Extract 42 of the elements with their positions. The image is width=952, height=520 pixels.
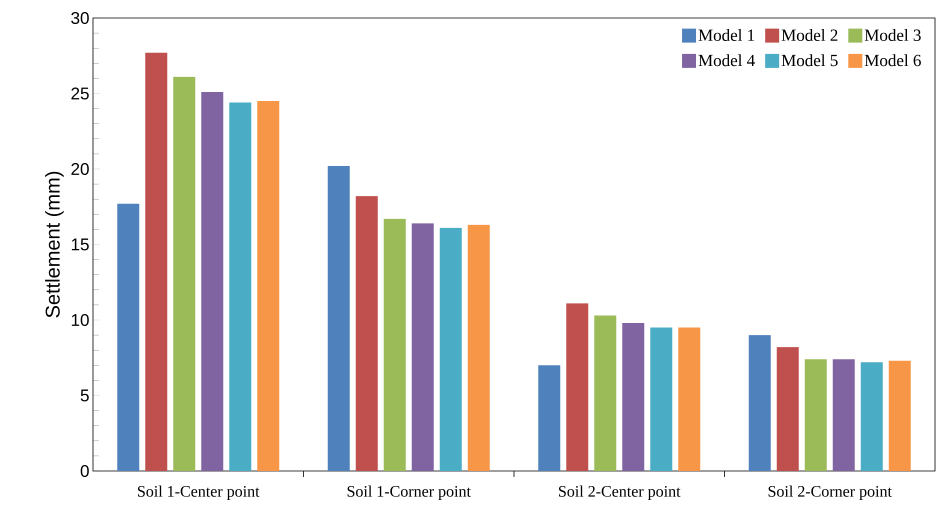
x-tick-label: Soil 1-Corner point [348, 486, 471, 500]
bar [776, 347, 799, 471]
bar [538, 365, 560, 471]
bar [468, 224, 490, 471]
y-tick-label: 25 [71, 87, 89, 100]
legend-label: Model 6 [864, 54, 921, 66]
bar [804, 359, 827, 471]
bar [748, 335, 771, 471]
bar [117, 204, 140, 471]
y-axis-title: Settlement (mm) [45, 172, 64, 318]
y-tick-label: 15 [72, 238, 89, 250]
y-tick-label: 0 [80, 464, 89, 478]
legend-label: Model 2 [782, 28, 838, 41]
bar [678, 328, 700, 471]
legend-label: Model 3 [864, 28, 921, 41]
y-tick-label: 10 [72, 314, 89, 326]
bar [594, 315, 616, 471]
y-tick-label: 5 [80, 390, 89, 402]
x-tick-label: Soil 2-Corner point [768, 486, 892, 500]
legend-label: Model 5 [782, 54, 838, 66]
bar [622, 323, 644, 471]
bar [201, 92, 224, 471]
x-tick-label: Soil 2-Center point [559, 486, 680, 500]
bar [566, 303, 588, 471]
bar [328, 166, 350, 471]
bar [384, 218, 406, 471]
bar [257, 101, 280, 471]
y-tick-label: 30 [71, 12, 89, 24]
bar [888, 360, 911, 471]
legend-label: Model 1 [698, 28, 754, 41]
bar [229, 102, 252, 471]
bar [412, 223, 434, 471]
legend-label: Model 4 [698, 54, 755, 66]
bar [145, 52, 168, 471]
bar [440, 228, 462, 471]
bar [860, 362, 883, 471]
x-tick-label: Soil 1-Center point [138, 486, 260, 500]
bar [650, 328, 672, 471]
y-tick-label: 20 [71, 162, 89, 176]
bar [832, 359, 855, 471]
bar [356, 196, 378, 471]
bar [173, 76, 196, 471]
